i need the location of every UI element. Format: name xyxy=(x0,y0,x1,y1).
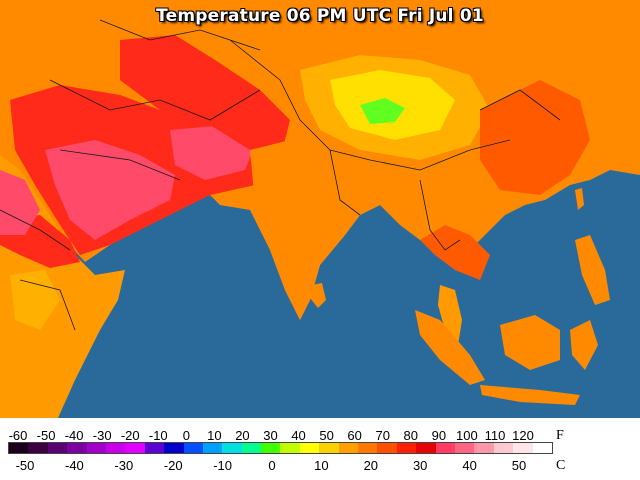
celsius-tick-label: -40 xyxy=(64,458,84,473)
celsius-tick-label: -20 xyxy=(163,458,183,473)
color-scale-swatch xyxy=(319,443,339,453)
celsius-tick-label: -10 xyxy=(213,458,232,473)
color-scale-swatch xyxy=(493,443,514,453)
color-scale-swatch xyxy=(164,443,184,453)
fahrenheit-tick-label: 10 xyxy=(207,428,222,443)
temperature-color-scale xyxy=(8,442,553,454)
fahrenheit-tick-label: 110 xyxy=(484,428,506,443)
color-scale-swatch xyxy=(67,443,87,453)
se-asia-hot-zone xyxy=(420,225,490,280)
celsius-unit-label: C xyxy=(556,458,566,473)
fahrenheit-tick-label: -10 xyxy=(148,428,168,443)
color-scale-swatch xyxy=(28,443,48,453)
sri-lanka-island xyxy=(310,283,326,308)
color-scale-swatch xyxy=(222,443,242,453)
borneo-island xyxy=(500,315,560,370)
china-hot-zone xyxy=(480,80,590,195)
color-scale-swatch xyxy=(86,443,106,453)
celsius-tick-label: 30 xyxy=(412,458,428,473)
india-landmass xyxy=(250,140,380,320)
fahrenheit-tick-label: -40 xyxy=(64,428,84,443)
color-scale-swatch xyxy=(202,443,223,453)
red-sea-hot xyxy=(0,170,40,235)
color-scale-swatch xyxy=(435,443,455,453)
java-island xyxy=(480,385,580,405)
fahrenheit-tick-label: -50 xyxy=(36,428,56,443)
fahrenheit-tick-label: 80 xyxy=(403,428,418,443)
color-scale-swatch xyxy=(454,443,475,453)
fahrenheit-tick-label: -60 xyxy=(8,428,28,443)
fahrenheit-tick-label: -30 xyxy=(92,428,112,443)
temperature-map xyxy=(0,0,640,418)
country-borders xyxy=(0,19,561,331)
color-scale-swatch xyxy=(280,443,300,453)
fahrenheit-tick-label: 50 xyxy=(319,428,334,443)
fahrenheit-unit-label: F xyxy=(556,428,564,443)
color-scale-swatch xyxy=(532,443,552,453)
fahrenheit-tick-label: 0 xyxy=(182,428,190,443)
color-scale-swatch xyxy=(416,443,436,453)
color-scale-swatch xyxy=(338,443,359,453)
color-scale-swatch xyxy=(358,443,378,453)
celsius-tick-label: 50 xyxy=(511,458,527,473)
fahrenheit-tick-label: 20 xyxy=(235,428,250,443)
color-scale-swatch xyxy=(241,443,262,453)
philippines-island xyxy=(575,235,610,305)
color-scale-swatch xyxy=(183,443,203,453)
color-scale-swatch xyxy=(125,443,145,453)
sulawesi-island xyxy=(570,320,598,370)
fahrenheit-tick-label: 90 xyxy=(431,428,447,443)
malay-peninsula xyxy=(438,285,462,345)
fahrenheit-tick-label: 40 xyxy=(291,428,306,443)
sumatra-island xyxy=(415,310,485,385)
fahrenheit-tick-label: 100 xyxy=(456,428,478,443)
fahrenheit-tick-label: 30 xyxy=(263,428,278,443)
celsius-tick-label: -30 xyxy=(114,458,134,473)
pakistan-hot-zone xyxy=(120,35,290,160)
color-scale-swatch xyxy=(513,443,533,453)
color-scale-swatch xyxy=(144,443,165,453)
celsius-tick-label: -50 xyxy=(15,458,35,473)
taiwan-island xyxy=(575,188,584,210)
fahrenheit-tick-label: -20 xyxy=(120,428,140,443)
color-scale-swatch xyxy=(105,443,126,453)
fahrenheit-tick-label: 60 xyxy=(347,428,362,443)
celsius-tick-label: 10 xyxy=(314,458,329,473)
celsius-tick-label: 40 xyxy=(462,458,477,473)
color-scale-swatch xyxy=(47,443,68,453)
color-scale-swatch xyxy=(261,443,281,453)
color-scale-swatch xyxy=(299,443,320,453)
color-scale-swatch xyxy=(9,443,29,453)
color-scale-swatch xyxy=(396,443,417,453)
map-title: Temperature 06 PM UTC Fri Jul 01 xyxy=(156,6,484,26)
africa-warm-zone xyxy=(10,270,60,330)
celsius-tick-label: 0 xyxy=(268,458,276,473)
celsius-tick-label: 20 xyxy=(363,458,379,473)
tibet-coolest-zone xyxy=(360,98,405,124)
japan-island xyxy=(610,50,640,130)
fahrenheit-tick-label: 70 xyxy=(375,428,390,443)
color-scale-swatch xyxy=(474,443,494,453)
color-scale-swatch xyxy=(377,443,397,453)
fahrenheit-tick-label: 120 xyxy=(512,428,534,443)
